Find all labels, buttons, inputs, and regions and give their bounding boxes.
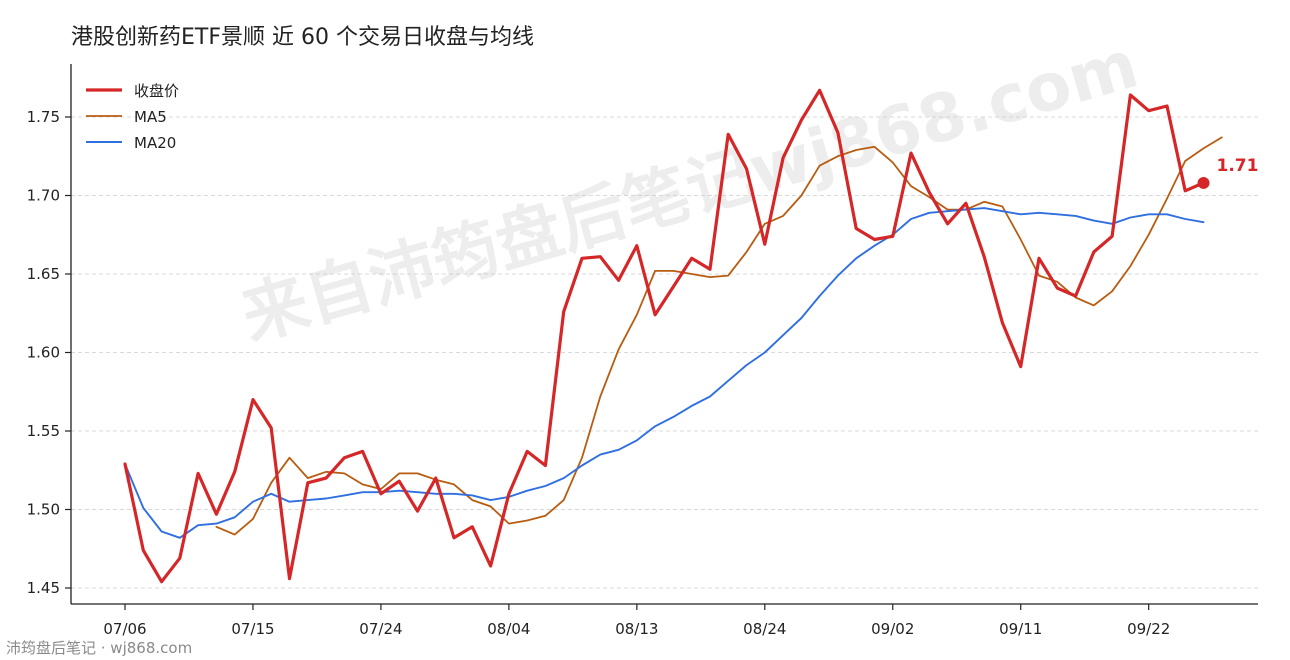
y-tick-label: 1.75 xyxy=(27,108,60,126)
x-axis-ticks: 07/06 07/15 07/24 08/04 08/13 08/24 09/02 09/11… xyxy=(103,604,1170,638)
x-tick-label: 07/06 xyxy=(103,620,146,638)
grid-lines xyxy=(71,116,1258,589)
chart-title: 港股创新药ETF景顺 近 60 个交易日收盘与均线 xyxy=(71,25,534,50)
series-line-ma20 xyxy=(124,207,1205,539)
x-tick-label: 09/11 xyxy=(999,620,1042,638)
series-line-close xyxy=(123,88,1206,584)
watermark-text: 来自沛筠盘后笔记wj868.com xyxy=(233,26,1146,356)
x-tick-label: 09/02 xyxy=(871,620,914,638)
legend-entry: MA20 xyxy=(134,134,176,152)
y-tick-label: 1.45 xyxy=(27,579,60,597)
y-tick-label: 1.65 xyxy=(27,265,60,283)
last-point-label: 1.71 xyxy=(1217,156,1259,176)
footer-credit: 沛筠盘后笔记 · wj868.com xyxy=(6,639,192,657)
y-tick-label: 1.60 xyxy=(27,344,60,362)
legend-entry: 收盘价 xyxy=(134,82,179,100)
y-tick-label: 1.70 xyxy=(27,187,60,205)
x-tick-label: 07/15 xyxy=(231,620,274,638)
x-tick-label: 08/13 xyxy=(615,620,658,638)
last-point-marker xyxy=(1197,176,1210,189)
series-layer xyxy=(123,88,1223,584)
legend-entry: MA5 xyxy=(134,108,167,126)
y-axis-ticks: 1.45 1.50 1.55 1.60 1.65 1.70 1.75 xyxy=(27,108,71,597)
y-tick-label: 1.55 xyxy=(27,422,60,440)
x-tick-label: 07/24 xyxy=(359,620,402,638)
x-tick-label: 08/04 xyxy=(487,620,530,638)
last-point-layer: 1.71 xyxy=(1197,156,1259,189)
y-tick-label: 1.50 xyxy=(27,501,60,519)
x-tick-label: 09/22 xyxy=(1127,620,1170,638)
legend: 收盘价 MA5 MA20 xyxy=(86,82,179,152)
x-tick-label: 08/24 xyxy=(743,620,786,638)
